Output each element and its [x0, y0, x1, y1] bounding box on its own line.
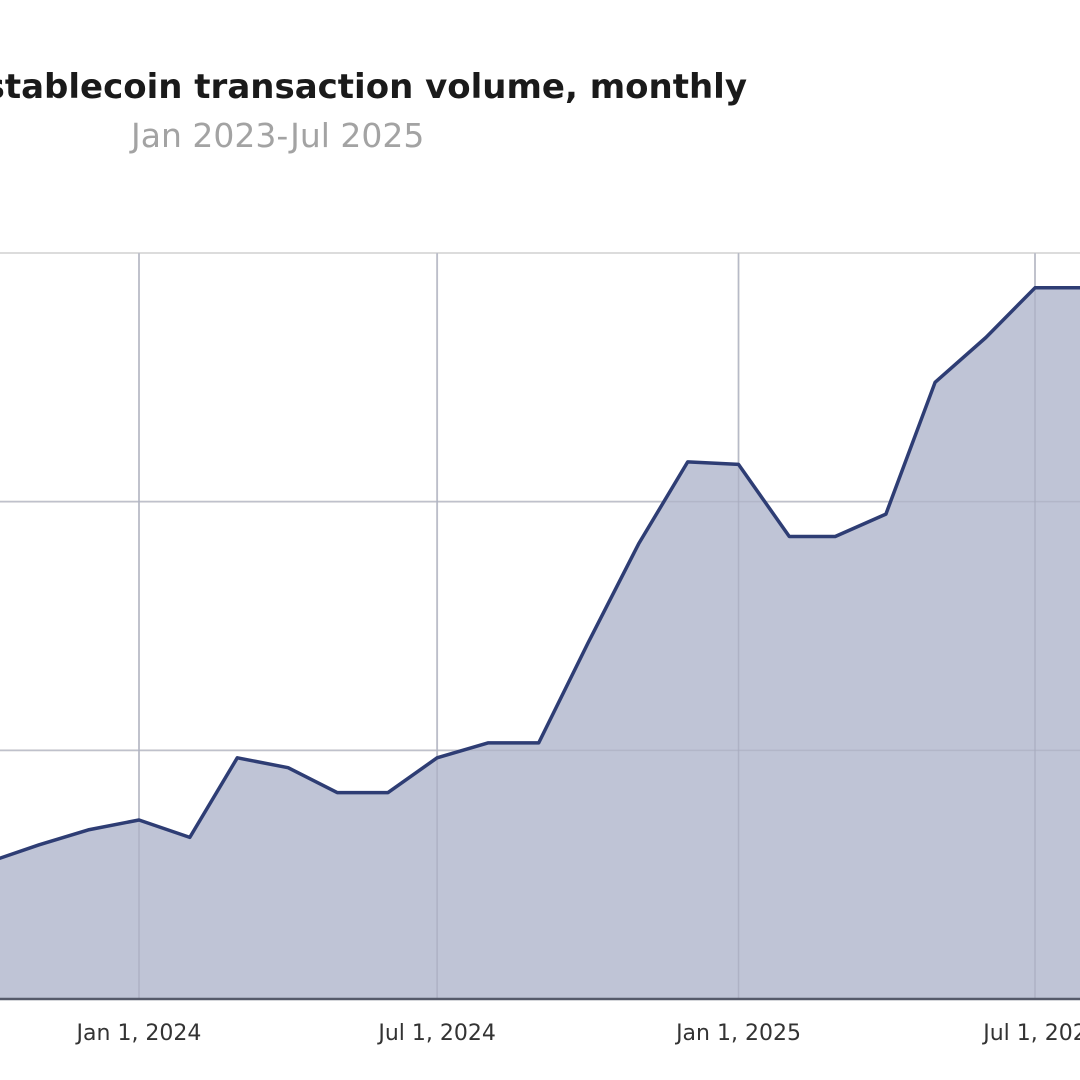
chart-title: sted stablecoin transaction volume, mont…	[0, 62, 1080, 112]
chart-title-text: sted stablecoin transaction volume, mont…	[0, 67, 747, 107]
x-tick-label: Jan 1, 2024	[75, 1021, 202, 1046]
area-layer	[0, 253, 1080, 999]
x-tick-label: Jul 1, 202	[981, 1021, 1080, 1046]
x-tick-label: Jul 1, 2024	[376, 1021, 496, 1046]
series-line	[0, 286, 1080, 861]
area-fill	[0, 287, 1080, 999]
chart-subtitle: Jan 2023-Jul 2025	[131, 116, 425, 155]
label-layer: Jan 1, 2024 Jul 1, 2024 Jan 1, 2025 Jul 1, …	[75, 1021, 1080, 1046]
x-tick-label: Jan 1, 2025	[674, 1021, 801, 1046]
